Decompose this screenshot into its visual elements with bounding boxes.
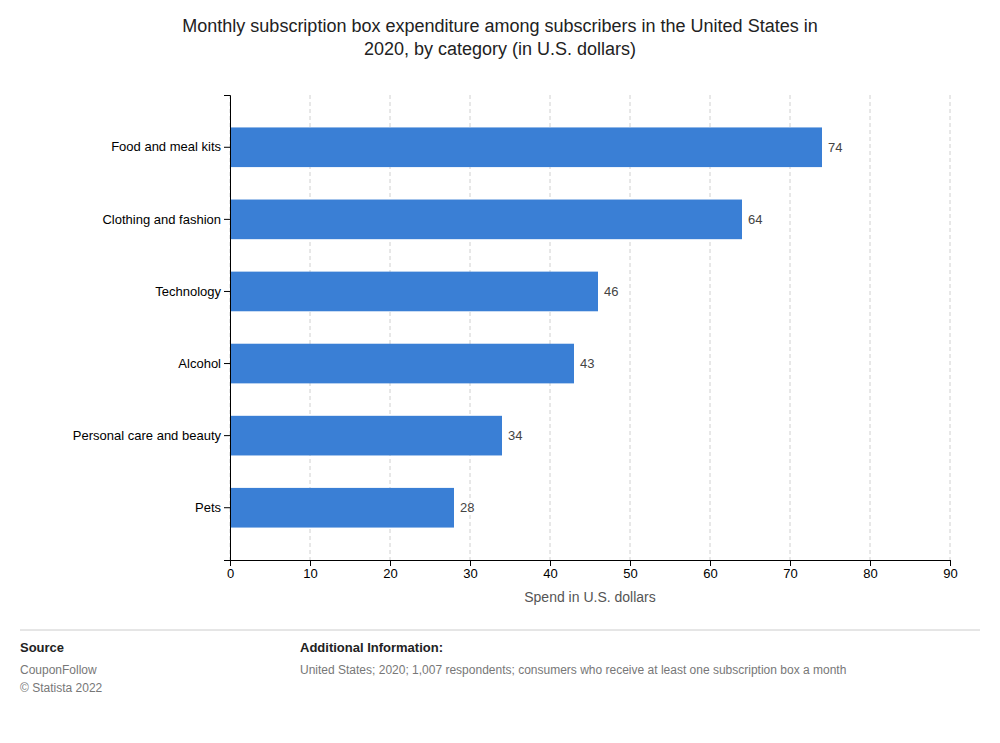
footer-body: CouponFollow © Statista 2022 [20,663,103,695]
y-axis-line [224,96,231,561]
y-axis: Pets Personal care and beauty Alcohol Techn… [73,96,231,561]
footer-separator [20,630,980,631]
footer-line: © Statista 2022 [20,681,103,695]
y-tick-mark [224,363,230,364]
y-tick: Clothing and fashion [102,212,230,227]
data-label: 46 [604,284,618,299]
footer-line: Source [20,640,64,655]
x-tick-label: 40 [543,566,557,581]
x-tick-label: 30 [463,566,477,581]
x-tick: 80 [863,560,877,581]
x-axis-title: Spend in U.S. dollars [524,589,656,605]
x-tick-mark [710,560,711,566]
x-tick: 50 [623,560,637,581]
bar [230,416,502,456]
footer-label: Source [20,640,64,655]
data-labels: 28 34 43 46 64 74 [460,140,842,515]
x-tick: 70 [783,560,797,581]
y-tick: Pets [195,500,230,515]
x-tick: 60 [703,560,717,581]
y-tick-mark [224,147,230,148]
y-tick-label: Personal care and beauty [73,428,222,443]
x-axis-line [231,561,951,567]
bar [230,272,598,312]
x-tick-label: 50 [623,566,637,581]
bars [230,127,822,527]
data-label: 28 [460,500,474,515]
y-tick-mark [224,435,230,436]
bar [230,344,574,384]
footer-line: CouponFollow [20,663,97,677]
x-axis: 0 10 20 30 40 50 60 70 80 90 [227,560,958,581]
x-tick-mark [550,560,551,566]
y-tick-label: Technology [155,284,221,299]
footer-label: Additional Information: [300,640,443,655]
x-tick: 30 [463,560,477,581]
data-label: 64 [748,212,762,227]
data-label: 34 [508,428,522,443]
x-tick-mark [390,560,391,566]
x-tick-label: 20 [383,566,397,581]
x-tick-mark [870,560,871,566]
x-tick: 40 [543,560,557,581]
data-label: 74 [828,140,842,155]
x-tick-label: 10 [303,566,317,581]
y-tick: Personal care and beauty [73,428,230,443]
x-tick: 10 [303,560,317,581]
grid [230,95,950,560]
x-tick: 20 [383,560,397,581]
x-tick-mark [310,560,311,566]
x-tick-mark [630,560,631,566]
grid-line [870,95,871,560]
bar [230,200,742,240]
y-tick-mark [224,291,230,292]
footer: Source CouponFollow © Statista 2022 Additio… [20,640,846,695]
y-tick-label: Clothing and fashion [102,212,221,227]
x-tick-mark [470,560,471,566]
footer-line: Additional Information: [300,640,443,655]
footer-line: United States; 2020; 1,007 respondents; … [300,663,846,677]
y-tick: Food and meal kits [111,139,230,154]
y-tick-mark [224,507,230,508]
y-tick-label: Alcohol [178,356,221,371]
x-tick-label: 90 [943,566,957,581]
footer-body: United States; 2020; 1,007 respondents; … [300,663,846,677]
x-tick-label: 70 [783,566,797,581]
title-line: Monthly subscription box expenditure amo… [182,16,817,36]
y-tick-label: Pets [195,500,222,515]
grid-line [950,95,951,560]
bar [230,127,822,167]
data-label: 43 [580,356,594,371]
y-tick-label: Food and meal kits [111,139,221,154]
y-tick-mark [224,219,230,220]
y-tick: Technology [155,284,230,299]
title: Monthly subscription box expenditure amo… [182,16,817,59]
plot: 0 10 20 30 40 50 60 70 80 90 Pets Personal care and… [73,95,958,605]
x-tick-label: 60 [703,566,717,581]
chart: Monthly subscription box expenditure amo… [0,0,1000,743]
x-tick: 90 [943,560,957,581]
title-line: 2020, by category (in U.S. dollars) [364,39,636,59]
x-tick-mark [790,560,791,566]
x-tick-mark [950,560,951,566]
bar [230,488,454,528]
y-tick: Alcohol [178,356,230,371]
x-tick: 0 [227,560,234,581]
x-tick-label: 0 [227,566,234,581]
x-tick-label: 80 [863,566,877,581]
